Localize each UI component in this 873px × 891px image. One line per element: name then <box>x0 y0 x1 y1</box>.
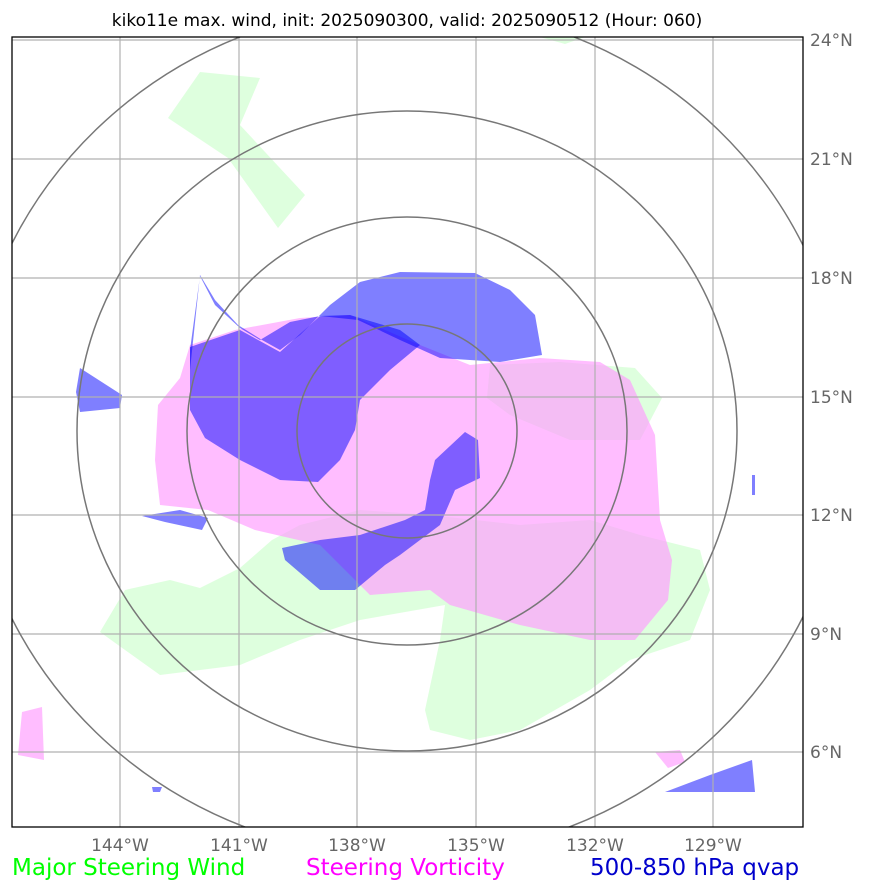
legend-wind: Major Steering Wind <box>12 855 245 881</box>
lat-label: 21°N <box>810 150 853 170</box>
vorticity-region-south <box>655 750 685 768</box>
range-ring-1 <box>296 323 518 539</box>
legend-qvap: 500-850 hPa qvap <box>590 855 799 881</box>
vorticity-region-west <box>18 707 44 760</box>
lat-label: 18°N <box>810 269 853 289</box>
qvap-region-band <box>282 432 480 590</box>
range-ring-2 <box>186 216 628 646</box>
lat-label: 9°N <box>810 625 842 645</box>
qvap-region-west <box>76 368 122 412</box>
lon-label: 144°W <box>91 836 149 856</box>
lon-label: 129°W <box>684 836 742 856</box>
lat-label: 6°N <box>810 743 842 763</box>
lat-label: 15°N <box>810 388 853 408</box>
lon-labels: 144°W 141°W 138°W 135°W 132°W 129°W <box>91 836 742 856</box>
map-plot-area <box>18 37 755 792</box>
map-title: kiko11e max. wind, init: 2025090300, val… <box>112 11 702 31</box>
legend-vorticity: Steering Vorticity <box>306 855 505 881</box>
lat-label: 24°N <box>810 31 853 51</box>
lon-label: 132°W <box>566 836 624 856</box>
lon-label: 141°W <box>210 836 268 856</box>
qvap-region-core <box>190 315 420 482</box>
plot-frame <box>11 36 804 828</box>
range-rings <box>12 37 803 827</box>
qvap-region-southeast <box>665 760 755 792</box>
legend: Major Steering Wind Steering Vorticity 5… <box>12 855 799 881</box>
range-ring-3 <box>76 110 738 752</box>
lat-label: 12°N <box>810 506 853 526</box>
lat-labels: 24°N 21°N 18°N 15°N 12°N 9°N 6°N <box>810 31 853 763</box>
qvap-region-south-dot <box>152 787 162 792</box>
qvap-region-east-sliver <box>752 475 755 495</box>
lon-label: 138°W <box>328 836 386 856</box>
qvap-region-southwest <box>142 510 208 530</box>
lon-label: 135°W <box>447 836 505 856</box>
wind-region-north <box>168 72 305 228</box>
